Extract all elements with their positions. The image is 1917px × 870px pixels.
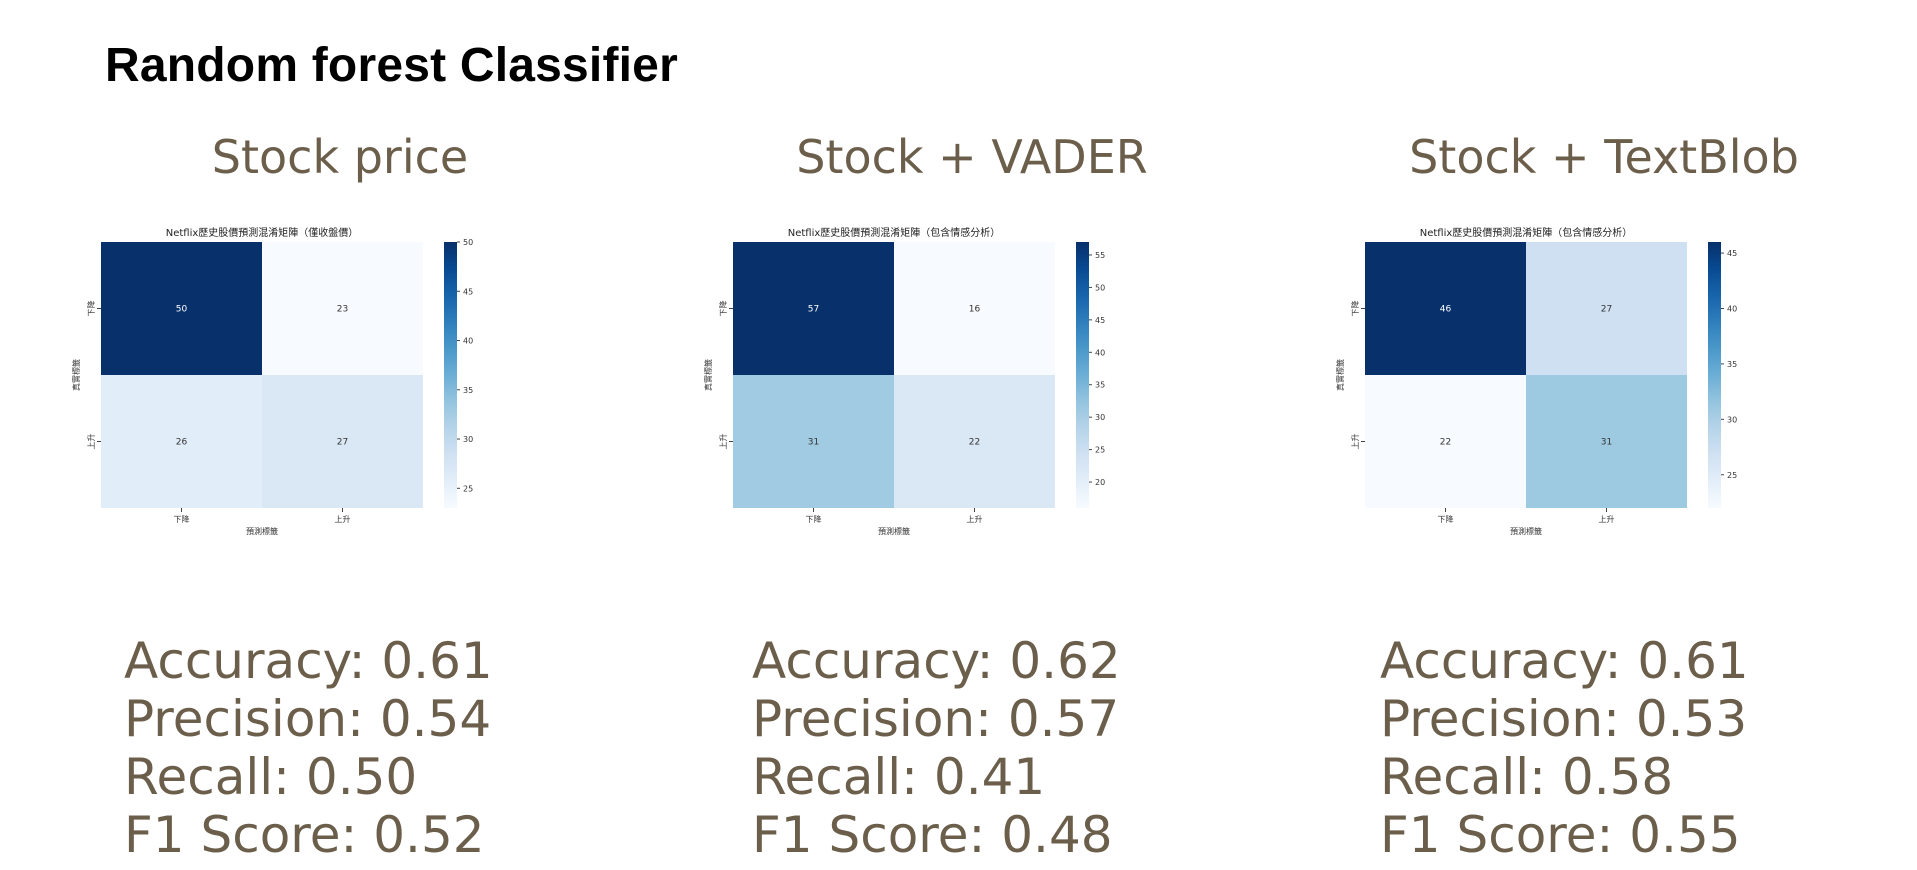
metric-f1-score: F1 Score: 0.55 — [1380, 806, 1741, 864]
cell-value-label: 27 — [1601, 305, 1612, 315]
colorbar-tick-label: 30 — [1727, 415, 1737, 424]
metric-recall: Recall: 0.50 — [124, 748, 418, 806]
metrics-block: Accuracy: 0.61 Precision: 0.53 Recall: 0… — [1380, 632, 1749, 864]
colorbar-tick-label: 50 — [463, 238, 473, 247]
metric-accuracy: Accuracy: 0.62 — [752, 632, 1121, 690]
x-axis-label: 預測標籤 — [246, 526, 278, 536]
colorbar-tick-label: 35 — [1727, 360, 1737, 369]
heatmap-cell — [101, 375, 262, 508]
heatmap-cell — [1526, 242, 1687, 375]
panel-stock-textblob: Stock + TextBlob Netflix歷史股價預測混淆矩陣（包含情感分… — [1304, 0, 1904, 870]
colorbar — [444, 242, 457, 508]
heatmap-cell — [1365, 242, 1526, 375]
colorbar-tick-label: 45 — [463, 287, 473, 296]
colorbar-tick-label: 35 — [463, 386, 473, 395]
chart-title: Netflix歷史股價預測混淆矩陣（包含情感分析） — [1420, 226, 1633, 239]
panel-stock-vader: Stock + VADER Netflix歷史股價預測混淆矩陣（包含情感分析） 5… — [672, 0, 1272, 870]
metric-recall: Recall: 0.41 — [752, 748, 1046, 806]
heatmap-cell — [1526, 375, 1687, 508]
panel-title: Stock + VADER — [796, 130, 1148, 184]
x-axis-label: 預測標籤 — [878, 526, 910, 536]
y-tick-label: 上升 — [719, 434, 728, 450]
colorbar — [1708, 242, 1721, 508]
page-title: Random forest Classifier — [105, 39, 678, 92]
colorbar-tick-label: 30 — [463, 435, 473, 444]
y-tick-label: 下降 — [1350, 301, 1360, 317]
colorbar-tick-label: 20 — [1095, 478, 1105, 487]
heatmap-cell — [262, 375, 423, 508]
x-axis-label: 預測標籤 — [1510, 526, 1542, 536]
colorbar-tick-label: 55 — [1095, 251, 1105, 260]
heatmap-cell — [894, 242, 1055, 375]
y-tick-label: 上升 — [1351, 434, 1360, 450]
cell-value-label: 26 — [176, 438, 188, 448]
colorbar-tick-label: 25 — [1727, 471, 1737, 480]
metric-recall: Recall: 0.58 — [1380, 748, 1674, 806]
x-tick-label: 下降 — [174, 514, 190, 524]
cell-value-label: 22 — [1440, 438, 1451, 448]
cell-value-label: 31 — [808, 438, 819, 448]
colorbar-tick-label: 30 — [1095, 413, 1105, 422]
metrics-block: Accuracy: 0.62 Precision: 0.57 Recall: 0… — [752, 632, 1121, 864]
colorbar-tick-label: 45 — [1095, 316, 1105, 325]
cell-value-label: 50 — [176, 305, 188, 315]
y-axis-label: 真實標籤 — [703, 359, 713, 391]
metric-precision: Precision: 0.53 — [1380, 690, 1748, 748]
colorbar-tick-label: 40 — [1727, 305, 1737, 314]
heatmap-cell — [733, 375, 894, 508]
y-axis-label: 真實標籤 — [1335, 359, 1345, 391]
metric-accuracy: Accuracy: 0.61 — [124, 632, 493, 690]
chart-title: Netflix歷史股價預測混淆矩陣（包含情感分析） — [788, 226, 1001, 239]
colorbar-tick-label: 25 — [1095, 446, 1105, 455]
x-tick-label: 上升 — [967, 515, 983, 524]
metric-precision: Precision: 0.57 — [752, 690, 1120, 748]
x-tick-label: 上升 — [1599, 515, 1615, 524]
x-tick-label: 下降 — [1438, 514, 1454, 524]
colorbar-tick-label: 40 — [463, 337, 473, 346]
cell-value-label: 57 — [808, 305, 819, 315]
colorbar-tick-label: 35 — [1095, 381, 1105, 390]
heatmap-cell — [894, 375, 1055, 508]
colorbar-tick-label: 45 — [1727, 249, 1737, 258]
panel-stock-price: Stock price Netflix歷史股價預測混淆矩陣（僅收盤價） 50 23 2… — [40, 0, 640, 870]
cell-value-label: 23 — [337, 305, 348, 315]
x-tick-label: 下降 — [806, 514, 822, 524]
y-tick-label: 下降 — [718, 301, 728, 317]
x-tick-label: 上升 — [335, 515, 351, 524]
panel-title: Stock price — [211, 130, 469, 184]
cell-value-label: 46 — [1440, 305, 1452, 315]
metric-f1-score: F1 Score: 0.48 — [752, 806, 1113, 864]
heatmap-cell — [101, 242, 262, 375]
cell-value-label: 22 — [969, 438, 980, 448]
metric-f1-score: F1 Score: 0.52 — [124, 806, 485, 864]
chart-title: Netflix歷史股價預測混淆矩陣（僅收盤價） — [166, 226, 359, 239]
colorbar-tick-label: 25 — [463, 484, 473, 493]
cell-value-label: 16 — [969, 305, 981, 315]
heatmap-cell — [733, 242, 894, 375]
colorbar — [1076, 242, 1089, 508]
cell-value-label: 27 — [337, 438, 348, 448]
y-tick-label: 下降 — [86, 301, 96, 317]
heatmap-cell — [1365, 375, 1526, 508]
heatmap-cell — [262, 242, 423, 375]
y-tick-label: 上升 — [87, 434, 96, 450]
metrics-block: Accuracy: 0.61 Precision: 0.54 Recall: 0… — [124, 632, 493, 864]
colorbar-tick-label: 50 — [1095, 283, 1105, 292]
metric-accuracy: Accuracy: 0.61 — [1380, 632, 1749, 690]
metric-precision: Precision: 0.54 — [124, 690, 492, 748]
panel-title: Stock + TextBlob — [1409, 130, 1799, 184]
cell-value-label: 31 — [1601, 438, 1612, 448]
colorbar-tick-label: 40 — [1095, 348, 1105, 357]
y-axis-label: 真實標籤 — [71, 359, 81, 391]
